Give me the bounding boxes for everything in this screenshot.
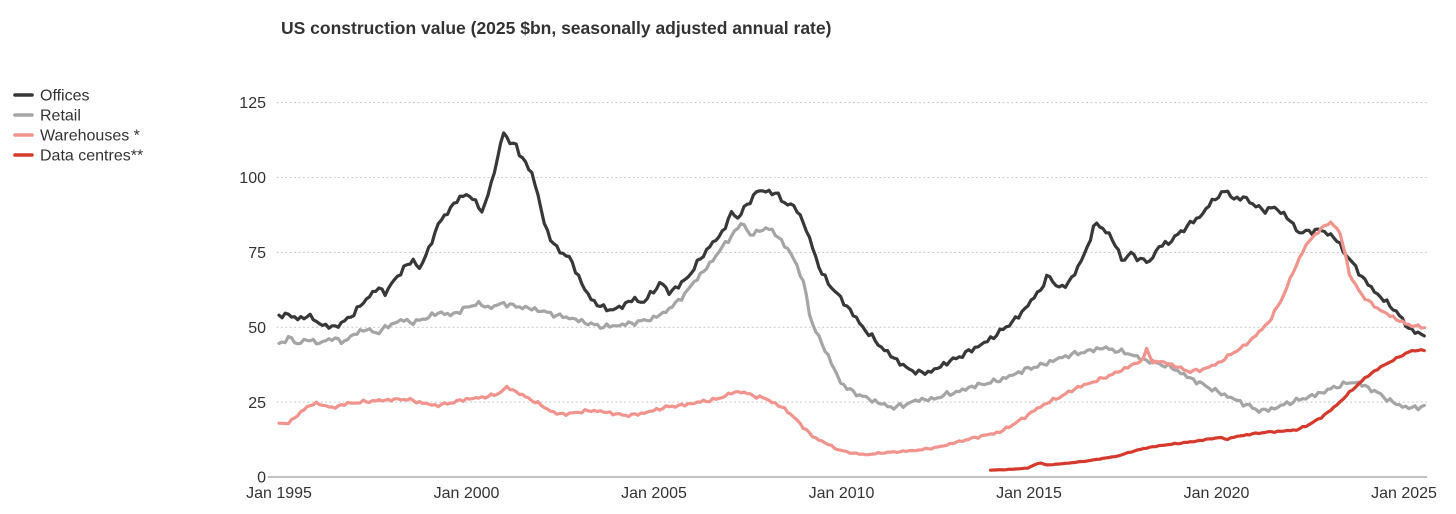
series-line-offices — [277, 131, 1426, 376]
legend: Offices Retail Warehouses * Data centres… — [13, 88, 143, 165]
series-line-warehouses — [277, 220, 1426, 457]
x-tick-jan-2010: Jan 2010 — [809, 485, 875, 502]
x-tick-jan-2005: Jan 2005 — [621, 485, 687, 502]
x-tick-jan-2025: Jan 2025 — [1371, 485, 1437, 502]
legend-label-data-centres: Data centres** — [40, 148, 143, 165]
series-line-data-centres — [989, 348, 1426, 472]
legend-label-retail: Retail — [40, 108, 81, 125]
x-axis-labels: Jan 1995 Jan 2000 Jan 2005 Jan 2010 Jan … — [246, 485, 1437, 502]
y-axis-labels: 125 100 75 50 25 0 — [239, 95, 266, 487]
y-tick-100: 100 — [239, 170, 266, 187]
y-tick-0: 0 — [257, 470, 266, 487]
y-tick-25: 25 — [248, 395, 266, 412]
y-tick-75: 75 — [248, 245, 266, 262]
series-lines — [277, 131, 1426, 472]
y-tick-125: 125 — [239, 95, 266, 112]
x-tick-jan-1995: Jan 1995 — [246, 485, 312, 502]
x-tick-jan-2000: Jan 2000 — [434, 485, 500, 502]
legend-label-warehouses: Warehouses * — [40, 128, 140, 145]
x-tick-jan-2015: Jan 2015 — [996, 485, 1062, 502]
series-line-retail — [277, 222, 1426, 414]
legend-label-offices: Offices — [40, 88, 90, 105]
x-tick-jan-2020: Jan 2020 — [1184, 485, 1250, 502]
y-tick-50: 50 — [248, 320, 266, 337]
gridlines — [268, 102, 1428, 478]
chart-title: US construction value (2025 $bn, seasona… — [281, 18, 831, 38]
